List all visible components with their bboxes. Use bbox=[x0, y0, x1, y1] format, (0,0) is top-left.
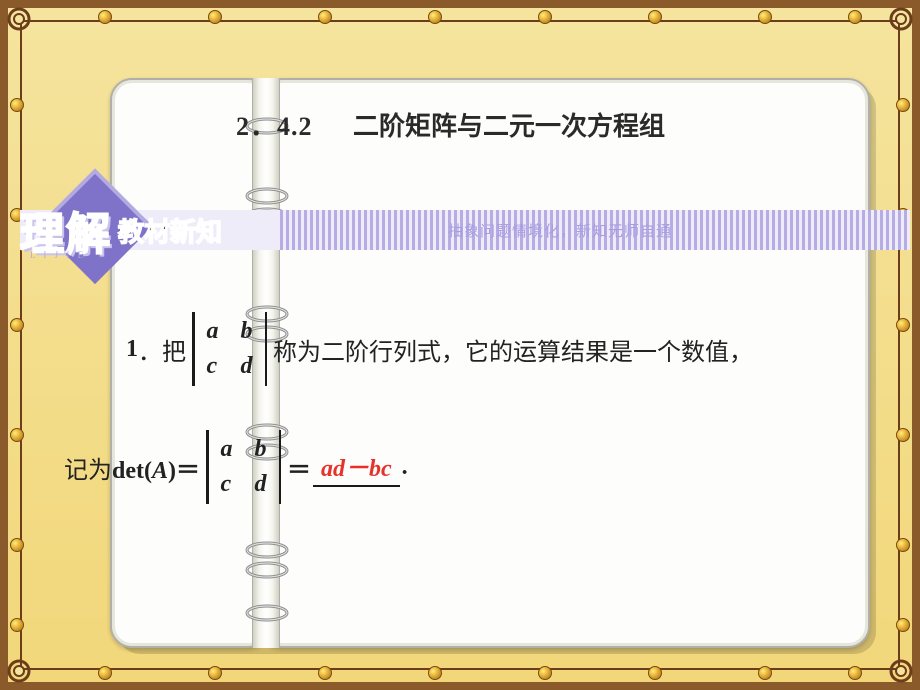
section-number: 2．4.2 bbox=[236, 112, 313, 141]
corner-ring-icon bbox=[6, 6, 32, 32]
section-title-text: 二阶矩阵与二元一次方程组 bbox=[353, 111, 665, 141]
edge-dot-icon bbox=[208, 10, 222, 24]
period: . bbox=[402, 454, 408, 481]
det-bar-right bbox=[265, 312, 268, 386]
edge-dot-icon bbox=[758, 10, 772, 24]
item-number: 1 bbox=[126, 336, 138, 363]
det-function-label: det(A)＝ bbox=[112, 450, 200, 485]
slide-content: 2．4.2 二阶矩阵与二元一次方程组 理解 L I J I E 教材新知 抽象问… bbox=[64, 52, 884, 612]
det-cells: a b c d bbox=[195, 312, 265, 386]
det-a: a bbox=[207, 318, 219, 345]
answer-blank: ad－bc bbox=[313, 448, 400, 487]
definition-line-1: 1 ．把 a b c d 称为二阶行列式，它的运算结果是一个数值， bbox=[126, 312, 753, 386]
edge-dot-icon bbox=[848, 666, 862, 680]
edge-dot-icon bbox=[10, 618, 24, 632]
edge-dot-icon bbox=[538, 666, 552, 680]
det-b: b bbox=[241, 318, 253, 345]
edge-dot-icon bbox=[10, 98, 24, 112]
edge-dot-icon bbox=[428, 666, 442, 680]
text-line2-prefix: 记为 bbox=[64, 450, 112, 485]
edge-dot-icon bbox=[208, 666, 222, 680]
edge-dot-icon bbox=[98, 10, 112, 24]
edge-dot-icon bbox=[896, 618, 910, 632]
edge-dot-icon bbox=[10, 318, 24, 332]
edge-dot-icon bbox=[10, 538, 24, 552]
edge-dot-icon bbox=[758, 666, 772, 680]
section-title: 2．4.2 二阶矩阵与二元一次方程组 bbox=[236, 106, 665, 143]
det-d: d bbox=[255, 471, 267, 498]
edge-dot-icon bbox=[896, 318, 910, 332]
det-bar-right bbox=[279, 430, 282, 504]
edge-dot-icon bbox=[318, 10, 332, 24]
edge-dot-icon bbox=[98, 666, 112, 680]
determinant-1: a b c d bbox=[192, 312, 267, 386]
det-label-pre: det( bbox=[112, 458, 152, 484]
det-d: d bbox=[241, 353, 253, 380]
edge-dot-icon bbox=[896, 428, 910, 442]
edge-dot-icon bbox=[896, 98, 910, 112]
edge-dot-icon bbox=[648, 10, 662, 24]
det-b: b bbox=[255, 436, 267, 463]
understanding-banner: 理解 L I J I E 教材新知 抽象问题情境化，新知无师自通 bbox=[20, 202, 910, 258]
banner-sub-text: 教材新知 bbox=[118, 212, 222, 249]
edge-dot-icon bbox=[848, 10, 862, 24]
det-a: a bbox=[221, 436, 233, 463]
corner-ring-icon bbox=[6, 658, 32, 684]
det-c: c bbox=[207, 353, 219, 380]
definition-line-2: 记为 det(A)＝ a b c d ＝ ad－bc . bbox=[64, 430, 408, 504]
edge-dot-icon bbox=[318, 666, 332, 680]
corner-ring-icon bbox=[888, 658, 914, 684]
det-label-var: A bbox=[152, 458, 168, 484]
equals-sign: ＝ bbox=[287, 450, 311, 485]
edge-dot-icon bbox=[896, 538, 910, 552]
det-label-post: )＝ bbox=[168, 458, 200, 484]
text-after-matrix: 称为二阶行列式，它的运算结果是一个数值， bbox=[273, 332, 753, 367]
edge-dot-icon bbox=[10, 428, 24, 442]
det-cells: a b c d bbox=[209, 430, 279, 504]
det-c: c bbox=[221, 471, 233, 498]
corner-ring-icon bbox=[888, 6, 914, 32]
edge-dot-icon bbox=[538, 10, 552, 24]
banner-pinyin: L I J I E bbox=[30, 250, 86, 260]
edge-dot-icon bbox=[428, 10, 442, 24]
edge-dot-icon bbox=[648, 666, 662, 680]
text-prefix: ．把 bbox=[138, 332, 186, 367]
determinant-2: a b c d bbox=[206, 430, 281, 504]
banner-subtitle: 抽象问题情境化，新知无师自通 bbox=[448, 220, 672, 241]
